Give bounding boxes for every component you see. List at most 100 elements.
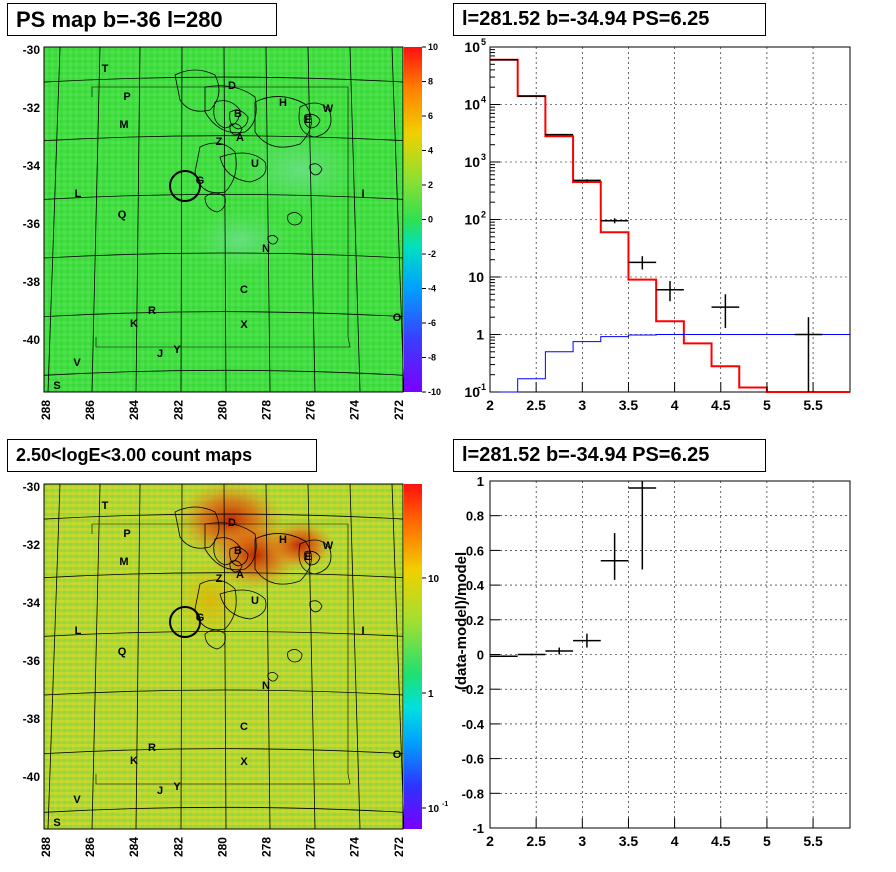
contour-line <box>229 546 249 567</box>
source-label: D <box>228 80 236 92</box>
contour-line <box>174 69 220 112</box>
y-tick-exponent: 5 <box>481 37 486 47</box>
source-label: P <box>123 528 130 540</box>
data-point <box>794 317 823 392</box>
source-label: G <box>196 175 205 187</box>
longitude-line <box>391 483 405 830</box>
x-tick-label: 2 <box>486 833 494 849</box>
contour-line <box>309 600 323 613</box>
source-label: Z <box>216 573 223 585</box>
lat-tick-label: -40 <box>23 333 41 347</box>
colorbar-tick-label: 10 <box>428 804 440 815</box>
residual-point <box>600 533 629 580</box>
latitude-line <box>43 193 404 200</box>
count-map-source-labels: T P M L Q RK J Y V S D B Z A G U H EW I N C X O <box>53 500 401 829</box>
source-label: G <box>196 612 205 624</box>
latitude-line <box>43 806 404 813</box>
latitude-line <box>43 630 404 637</box>
source-label: W <box>323 103 334 115</box>
source-label: W <box>323 540 334 552</box>
lon-tick-label: 278 <box>260 400 274 420</box>
ps-map-coordinate-grid <box>43 46 405 393</box>
count-map-selected-source-circle <box>169 606 201 638</box>
lat-tick-label: -32 <box>23 538 41 552</box>
source-label: A <box>236 569 244 581</box>
lat-tick-label: -36 <box>23 654 41 668</box>
colorbar-tick-label: 0 <box>428 215 433 225</box>
count-map-lat-tick-labels: -30 -32 -34 -36 -38 -40 <box>23 480 41 784</box>
y-tick-label: 0.6 <box>466 543 484 558</box>
source-label: C <box>240 284 248 296</box>
lon-tick-label: 288 <box>39 400 53 420</box>
lat-tick-label: -40 <box>23 770 41 784</box>
x-tick-label: 5.5 <box>803 397 823 413</box>
ps-map-cyan-patch <box>240 130 360 210</box>
source-label: I <box>361 625 364 637</box>
source-label: L <box>75 188 82 200</box>
source-label: R <box>148 742 156 754</box>
latitude-line <box>43 748 404 755</box>
latitude-line <box>43 135 404 142</box>
contour-line <box>287 649 303 663</box>
data-point <box>600 218 629 224</box>
source-label: D <box>228 517 236 529</box>
contour-line <box>204 629 226 650</box>
source-label: E <box>304 114 311 126</box>
longitude-line <box>91 46 101 393</box>
source-label: K <box>130 318 138 330</box>
source-label: N <box>262 243 270 255</box>
colorbar-tick-label: -2 <box>428 249 436 259</box>
contour-line <box>174 506 220 549</box>
y-tick-label: 1 <box>477 474 484 489</box>
longitude-line <box>391 46 405 393</box>
longitude-line <box>265 483 271 830</box>
y-tick-label: 10 <box>464 39 480 55</box>
contour-line <box>298 539 332 575</box>
longitude-line <box>47 483 61 830</box>
source-label: E <box>304 551 311 563</box>
x-tick-label: 4.5 <box>711 833 731 849</box>
y-tick-exponent: 2 <box>481 210 486 220</box>
spectrum-title: l=281.52 b=-34.94 PS=6.25 <box>453 3 766 36</box>
residual-series <box>490 481 657 658</box>
lon-tick-label: 288 <box>39 837 53 857</box>
colorbar-tick-exponent: -1 <box>442 801 448 808</box>
ps-map-colorbar <box>404 47 422 392</box>
source-label: Y <box>173 781 181 793</box>
source-label: T <box>102 500 109 512</box>
count-map-colorbar <box>404 484 422 829</box>
roi-boundary <box>91 86 351 348</box>
x-tick-label: 2 <box>486 397 494 413</box>
lon-tick-label: 276 <box>304 837 318 857</box>
latitude-line <box>43 311 404 318</box>
x-tick-label: 5 <box>763 397 771 413</box>
source-label: N <box>262 680 270 692</box>
lon-tick-label: 284 <box>127 400 141 420</box>
latitude-line <box>43 369 404 376</box>
source-label: B <box>234 545 242 557</box>
longitude-line <box>223 46 227 393</box>
source-label: S <box>53 380 60 392</box>
lat-tick-label: -32 <box>23 101 41 115</box>
x-tick-label: 4.5 <box>711 397 731 413</box>
source-label: R <box>148 305 156 317</box>
x-tick-label: 2.5 <box>526 833 546 849</box>
data-point <box>545 133 574 136</box>
source-label: O <box>393 749 402 761</box>
x-tick-label: 2.5 <box>526 397 546 413</box>
contour-line <box>254 533 312 585</box>
source-label: Q <box>118 209 127 221</box>
x-tick-label: 3 <box>578 397 586 413</box>
x-tick-label: 5.5 <box>803 833 823 849</box>
colorbar-tick-label: 1 <box>428 689 434 700</box>
colorbar-tick-label: -4 <box>428 284 436 294</box>
colorbar-tick-label: 2 <box>428 180 433 190</box>
source-label: U <box>251 595 259 607</box>
colorbar-tick-label: -8 <box>428 353 436 363</box>
contour-line <box>298 102 332 138</box>
lon-tick-label: 278 <box>260 837 274 857</box>
ps-map-selected-source-circle <box>169 170 201 202</box>
